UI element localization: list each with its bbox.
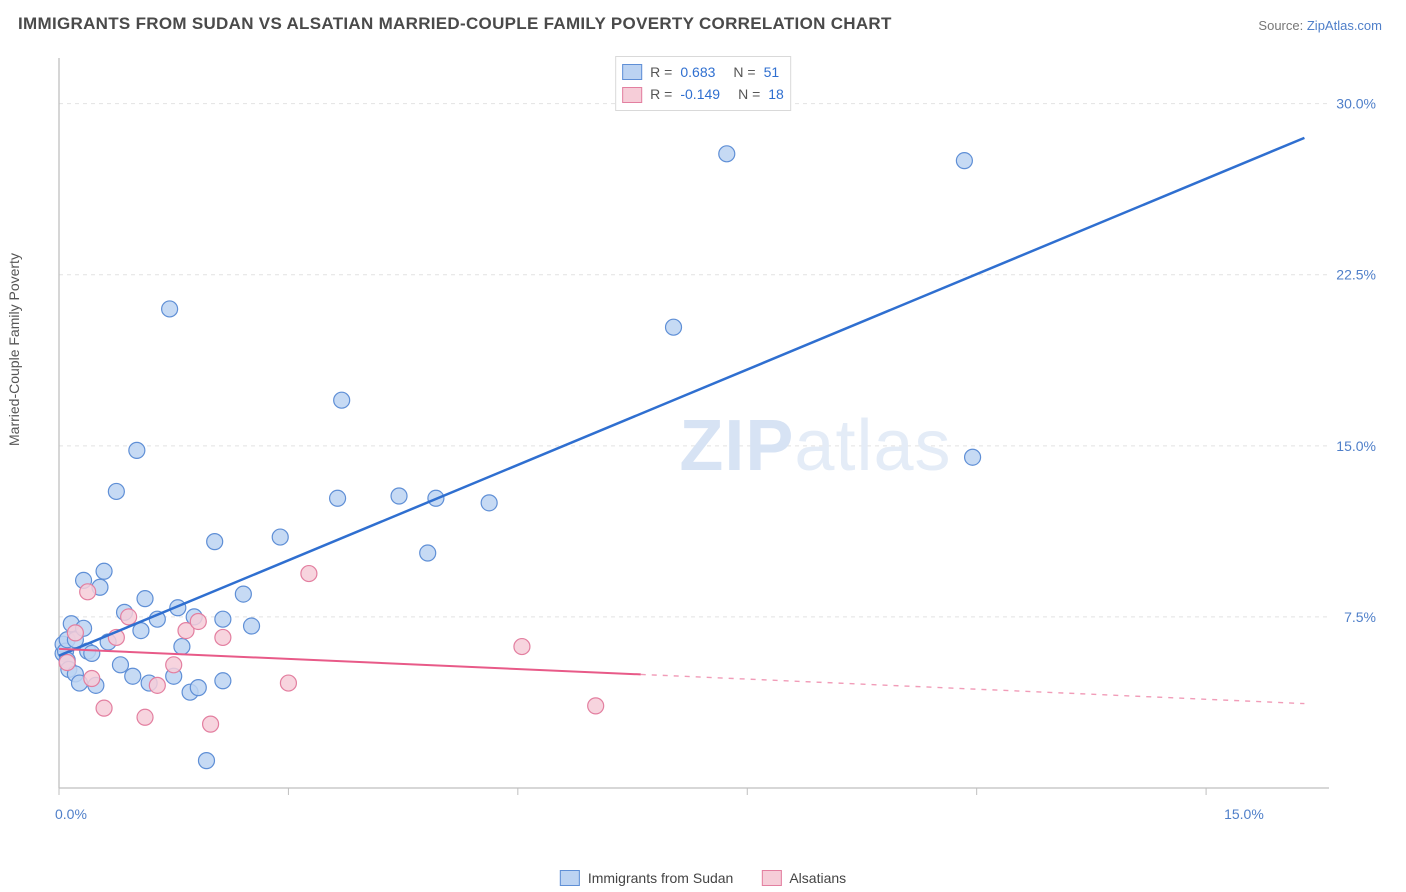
series-legend-alsatians: Alsatians [761, 870, 846, 886]
swatch-icon [761, 870, 781, 886]
y-axis-label: Married-Couple Family Poverty [6, 253, 22, 446]
chart-area: 7.5% 15.0% 22.5% 30.0% [54, 48, 1384, 828]
series-name-alsatians: Alsatians [789, 870, 846, 886]
legend-r-label: R = [650, 61, 672, 83]
source-link[interactable]: ZipAtlas.com [1307, 18, 1382, 33]
legend-r-value-alsatians: -0.149 [680, 83, 720, 105]
chart-title: IMMIGRANTS FROM SUDAN VS ALSATIAN MARRIE… [18, 14, 892, 34]
svg-text:22.5%: 22.5% [1336, 267, 1376, 283]
scatter-plot-svg: 7.5% 15.0% 22.5% 30.0% [54, 48, 1384, 828]
x-axis-max-label: 15.0% [1224, 806, 1264, 822]
svg-text:30.0%: 30.0% [1336, 96, 1376, 112]
series-name-sudan: Immigrants from Sudan [588, 870, 734, 886]
legend-r-label: R = [650, 83, 672, 105]
series-legend: Immigrants from Sudan Alsatians [560, 870, 846, 886]
swatch-alsatians [622, 87, 642, 103]
svg-text:15.0%: 15.0% [1336, 438, 1376, 454]
svg-text:7.5%: 7.5% [1344, 609, 1376, 625]
legend-row-alsatians: R = -0.149 N = 18 [622, 83, 784, 105]
legend-r-value-sudan: 0.683 [680, 61, 715, 83]
series-legend-sudan: Immigrants from Sudan [560, 870, 734, 886]
correlation-legend: R = 0.683 N = 51 R = -0.149 N = 18 [615, 56, 791, 111]
source-label: Source: [1258, 18, 1303, 33]
legend-n-value-sudan: 51 [764, 61, 780, 83]
swatch-sudan [622, 64, 642, 80]
legend-n-label: N = [738, 83, 760, 105]
legend-n-value-alsatians: 18 [768, 83, 784, 105]
swatch-icon [560, 870, 580, 886]
legend-row-sudan: R = 0.683 N = 51 [622, 61, 784, 83]
x-axis-min-label: 0.0% [55, 806, 87, 822]
legend-n-label: N = [733, 61, 755, 83]
source-credit: Source: ZipAtlas.com [1258, 18, 1382, 33]
